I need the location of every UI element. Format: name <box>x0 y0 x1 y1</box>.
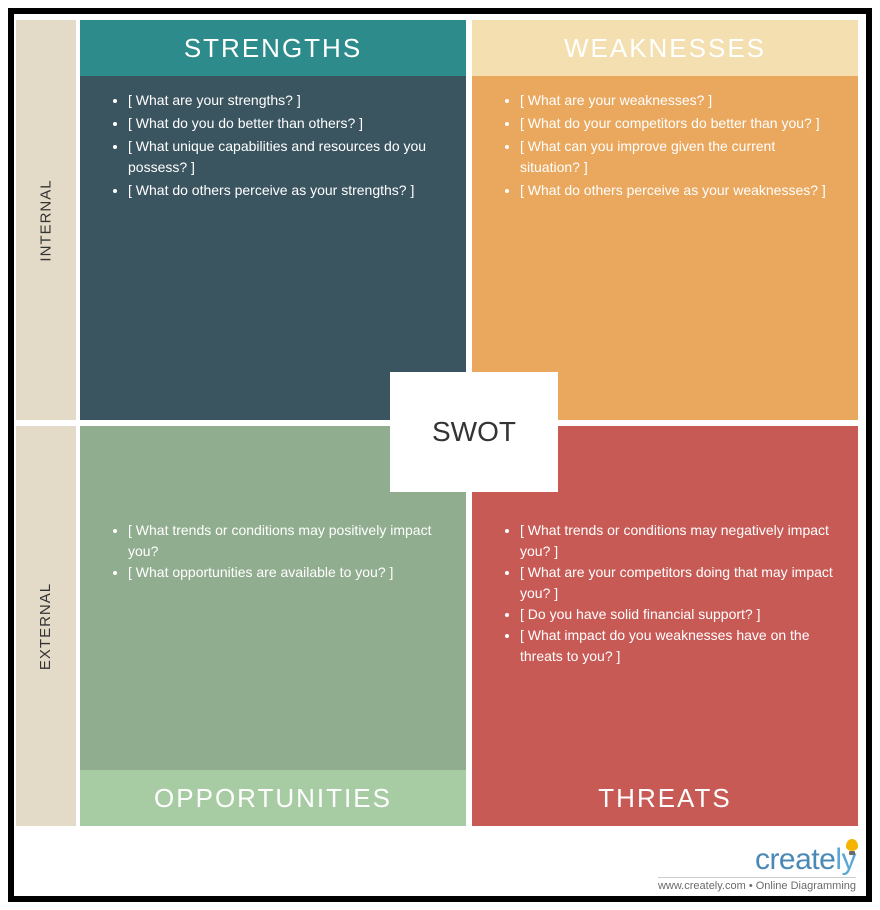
quadrant-weaknesses-body: [ What are your weaknesses? ][ What do y… <box>472 76 858 420</box>
swot-canvas: INTERNAL EXTERNAL STRENGTHS [ What are y… <box>14 14 866 896</box>
logo-text-create: create <box>755 843 835 876</box>
quadrant-opportunities-list: [ What trends or conditions may positive… <box>110 520 444 583</box>
bullet-item: [ Do you have solid financial support? ] <box>520 604 836 625</box>
lightbulb-icon <box>846 839 858 851</box>
footer-tagline: www.creately.com • Online Diagramming <box>658 877 856 892</box>
bullet-item: [ What are your competitors doing that m… <box>520 562 836 604</box>
bullet-item: [ What opportunities are available to yo… <box>128 562 444 583</box>
quadrant-threats-header: THREATS <box>472 770 858 826</box>
quadrant-strengths-header: STRENGTHS <box>80 20 466 76</box>
quadrant-opportunities-header: OPPORTUNITIES <box>80 770 466 826</box>
row-label-internal: INTERNAL <box>16 20 76 420</box>
quadrant-weaknesses-list: [ What are your weaknesses? ][ What do y… <box>502 90 836 201</box>
quadrant-weaknesses-title: WEAKNESSES <box>564 33 766 64</box>
center-swot-label: SWOT <box>432 416 516 448</box>
bullet-item: [ What trends or conditions may negative… <box>520 520 836 562</box>
creately-logo: creately <box>755 845 856 875</box>
bullet-item: [ What unique capabilities and resources… <box>128 136 444 178</box>
quadrant-threats-title: THREATS <box>598 783 731 814</box>
bullet-item: [ What are your strengths? ] <box>128 90 444 111</box>
quadrant-opportunities-title: OPPORTUNITIES <box>154 783 392 814</box>
bullet-item: [ What do others perceive as your weakne… <box>520 180 836 201</box>
bullet-item: [ What do you do better than others? ] <box>128 113 444 134</box>
quadrant-threats-list: [ What trends or conditions may negative… <box>502 520 836 667</box>
center-swot-box: SWOT <box>390 372 558 492</box>
bullet-item: [ What trends or conditions may positive… <box>128 520 444 562</box>
bullet-item: [ What do your competitors do better tha… <box>520 113 836 134</box>
bullet-item: [ What are your weaknesses? ] <box>520 90 836 111</box>
row-label-internal-text: INTERNAL <box>38 179 55 261</box>
quadrant-strengths-body: [ What are your strengths? ][ What do yo… <box>80 76 466 420</box>
quadrant-strengths-list: [ What are your strengths? ][ What do yo… <box>110 90 444 201</box>
quadrant-weaknesses-header: WEAKNESSES <box>472 20 858 76</box>
quadrant-weaknesses: WEAKNESSES [ What are your weaknesses? ]… <box>472 20 858 420</box>
bullet-item: [ What can you improve given the current… <box>520 136 836 178</box>
footer: creately www.creately.com • Online Diagr… <box>658 845 856 892</box>
quadrant-strengths: STRENGTHS [ What are your strengths? ][ … <box>80 20 466 420</box>
row-label-external-text: EXTERNAL <box>38 582 55 669</box>
bullet-item: [ What impact do you weaknesses have on … <box>520 625 836 667</box>
quadrant-strengths-title: STRENGTHS <box>184 33 362 64</box>
row-label-external: EXTERNAL <box>16 426 76 826</box>
bullet-item: [ What do others perceive as your streng… <box>128 180 444 201</box>
